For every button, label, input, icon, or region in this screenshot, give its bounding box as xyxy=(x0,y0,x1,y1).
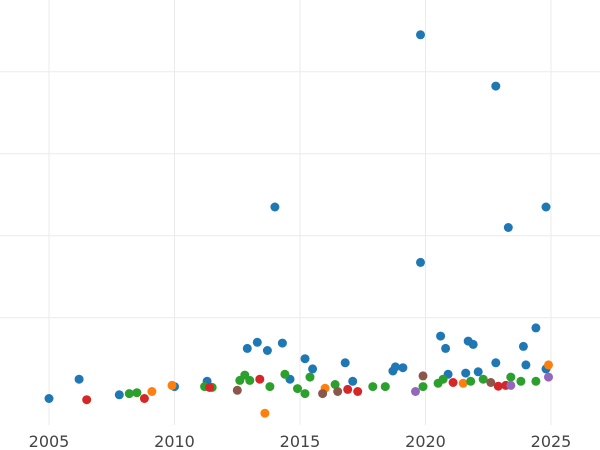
data-point-brown xyxy=(486,378,496,387)
data-point-blue xyxy=(541,202,551,212)
data-point-brown xyxy=(318,389,328,399)
data-point-green xyxy=(280,369,290,379)
data-point-green xyxy=(478,374,488,384)
data-point-blue xyxy=(491,81,501,91)
data-point-blue xyxy=(390,362,400,372)
data-point-purple xyxy=(411,387,420,396)
data-point-green xyxy=(466,376,476,386)
data-point-green xyxy=(265,382,275,392)
data-point-red xyxy=(139,394,149,403)
data-point-orange xyxy=(544,360,553,370)
data-point-red xyxy=(448,378,458,387)
data-point-green xyxy=(516,376,526,386)
data-point-blue xyxy=(348,376,358,386)
data-point-green xyxy=(245,375,255,385)
data-point-blue xyxy=(503,223,513,232)
data-point-green xyxy=(380,382,390,392)
data-point-brown xyxy=(418,371,428,381)
data-point-blue xyxy=(44,394,54,403)
data-point-red xyxy=(205,382,215,392)
data-points xyxy=(44,30,553,418)
data-point-green xyxy=(506,372,516,382)
data-point-green xyxy=(124,389,134,399)
data-point-purple xyxy=(544,372,553,382)
data-point-blue xyxy=(491,358,501,368)
data-point-green xyxy=(305,372,315,382)
data-point-blue xyxy=(436,331,446,341)
data-point-green xyxy=(330,380,340,389)
data-point-purple xyxy=(506,380,516,390)
x-tick-label: 2010 xyxy=(154,432,195,450)
data-point-green xyxy=(438,374,448,384)
data-point-blue xyxy=(416,257,425,267)
x-tick-label: 2015 xyxy=(280,432,321,450)
data-point-blue xyxy=(262,346,272,355)
data-point-red xyxy=(493,381,503,391)
data-point-orange xyxy=(147,387,157,396)
data-point-orange xyxy=(167,380,177,390)
data-point-blue xyxy=(252,337,262,347)
x-axis-ticks: 2005 2010 2015 2020 2025 xyxy=(29,432,572,450)
data-point-blue xyxy=(521,360,531,370)
data-point-blue xyxy=(114,390,124,400)
data-point-red xyxy=(343,384,353,394)
data-point-blue xyxy=(468,339,478,349)
data-point-green xyxy=(293,384,302,394)
data-point-blue xyxy=(74,374,84,384)
data-point-blue xyxy=(300,354,310,364)
x-tick-label: 2005 xyxy=(29,432,70,450)
data-point-brown xyxy=(232,385,242,395)
data-point-blue xyxy=(531,323,541,333)
data-point-orange xyxy=(458,378,468,388)
data-point-blue xyxy=(398,363,408,373)
data-point-blue xyxy=(473,367,483,377)
data-point-blue xyxy=(270,202,280,212)
data-point-orange xyxy=(260,408,270,418)
data-point-blue xyxy=(340,358,350,368)
data-point-blue xyxy=(441,343,451,353)
data-point-blue xyxy=(308,364,318,374)
data-point-brown xyxy=(333,387,343,396)
grid-layer xyxy=(0,0,600,425)
data-point-green xyxy=(531,376,541,386)
x-tick-label: 2020 xyxy=(405,432,446,450)
data-point-green xyxy=(368,382,378,392)
data-point-blue xyxy=(461,368,471,378)
data-point-blue xyxy=(416,30,425,40)
data-point-green xyxy=(418,382,428,392)
data-point-green xyxy=(132,388,142,398)
data-point-blue xyxy=(277,338,287,348)
data-point-blue xyxy=(242,343,252,353)
x-tick-label: 2025 xyxy=(531,432,572,450)
data-point-red xyxy=(82,395,92,405)
data-point-red xyxy=(353,387,363,396)
data-point-red xyxy=(255,374,265,384)
data-point-green xyxy=(300,389,310,399)
data-point-blue xyxy=(518,341,528,351)
